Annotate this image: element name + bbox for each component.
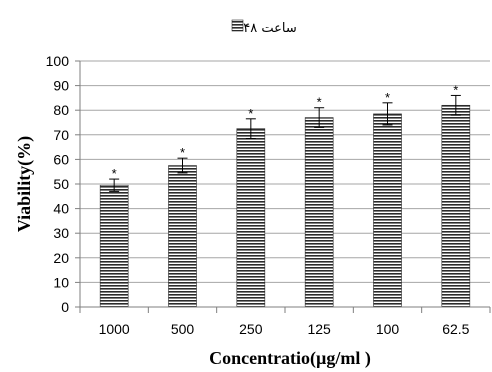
y-tick-label-60: 60 (53, 151, 69, 167)
x-tick-label-500: 500 (171, 321, 195, 337)
significance-star-100: * (385, 90, 390, 105)
significance-star-500: * (180, 145, 185, 160)
y-tick-label-90: 90 (53, 78, 69, 94)
x-tick-label-62.5: 62.5 (442, 321, 469, 337)
chart-title: ۴۸ ساعت (243, 21, 297, 36)
x-tick-label-100: 100 (376, 321, 400, 337)
significance-star-1000: * (112, 166, 117, 181)
bar-125 (304, 117, 334, 308)
x-tick-labels: 1000 500 250 125 100 62.5 (99, 321, 470, 337)
bar-500 (168, 165, 197, 308)
y-axis-label: Viability(%) (14, 136, 35, 232)
bar-250 (236, 128, 266, 308)
y-tick-label-40: 40 (53, 201, 69, 217)
legend-swatch (231, 19, 244, 32)
y-tick-label-10: 10 (53, 274, 69, 290)
significance-star-125: * (317, 95, 322, 110)
x-axis-label: Concentratio(µg/ml ) (209, 348, 371, 369)
y-tick-label-100: 100 (46, 53, 70, 69)
y-tick-label-70: 70 (53, 127, 69, 143)
x-tick-label-1000: 1000 (99, 321, 130, 337)
chart-title-group: ۴۸ ساعت (231, 19, 297, 36)
axes (75, 60, 491, 313)
y-tick-labels: 0 10 20 30 40 50 60 70 80 90 100 (46, 53, 70, 315)
grid-lines (80, 60, 490, 283)
y-tick-label-80: 80 (53, 102, 69, 118)
x-tick-label-125: 125 (307, 321, 331, 337)
y-tick-label-0: 0 (61, 299, 69, 315)
significance-star-250: * (248, 106, 253, 121)
x-tick-label-250: 250 (239, 321, 263, 337)
significance-star-62.5: * (453, 82, 458, 97)
bar-100 (373, 113, 402, 308)
y-tick-label-30: 30 (53, 225, 69, 241)
bar-1000 (99, 184, 129, 308)
bar-62.5 (441, 104, 471, 308)
y-tick-label-20: 20 (53, 250, 69, 266)
bars: * * * * * * (99, 82, 471, 308)
y-tick-label-50: 50 (53, 176, 69, 192)
